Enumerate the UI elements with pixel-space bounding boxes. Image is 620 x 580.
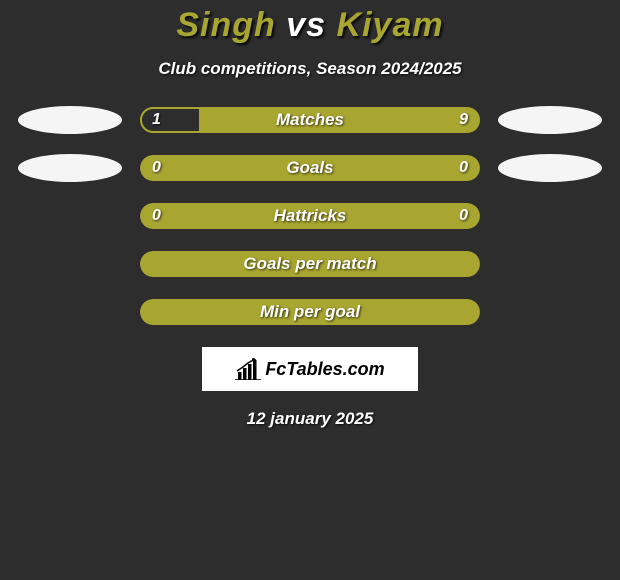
ellipse-holder-right [498,202,602,230]
stat-bar: Min per goal [140,299,480,325]
ellipse-holder-left [18,298,122,326]
stat-bar: 19Matches [140,107,480,133]
ellipse-holder-right [498,250,602,278]
ellipse-holder-left [18,106,122,134]
player2-ellipse [498,154,602,182]
ellipse-holder-left [18,250,122,278]
stat-label: Hattricks [140,203,480,229]
stat-bar: Goals per match [140,251,480,277]
stat-label: Goals per match [140,251,480,277]
stat-row: Goals per match [0,251,620,277]
stat-row: 00Goals [0,155,620,181]
stat-label: Goals [140,155,480,181]
subtitle: Club competitions, Season 2024/2025 [0,59,620,79]
comparison-title: Singh vs Kiyam [0,6,620,45]
stat-row: Min per goal [0,299,620,325]
ellipse-holder-right [498,106,602,134]
branding-text: FcTables.com [265,359,384,380]
stats-card: Singh vs Kiyam Club competitions, Season… [0,0,620,580]
ellipse-holder-right [498,298,602,326]
player1-name: Singh [176,6,275,44]
bar-chart-icon [235,358,261,380]
stat-bar: 00Hattricks [140,203,480,229]
stat-row: 00Hattricks [0,203,620,229]
stat-label: Min per goal [140,299,480,325]
date-text: 12 january 2025 [0,409,620,429]
player1-ellipse [18,106,122,134]
stat-label: Matches [140,107,480,133]
stat-bar: 00Goals [140,155,480,181]
ellipse-holder-left [18,202,122,230]
player1-ellipse [18,154,122,182]
player2-ellipse [498,106,602,134]
ellipse-holder-left [18,154,122,182]
vs-text: vs [286,6,326,44]
branding-badge: FcTables.com [202,347,418,391]
stat-row: 19Matches [0,107,620,133]
stats-rows: 19Matches 00Goals 00Hattricks Goals per mat… [0,107,620,325]
ellipse-holder-right [498,154,602,182]
player2-name: Kiyam [337,6,444,44]
